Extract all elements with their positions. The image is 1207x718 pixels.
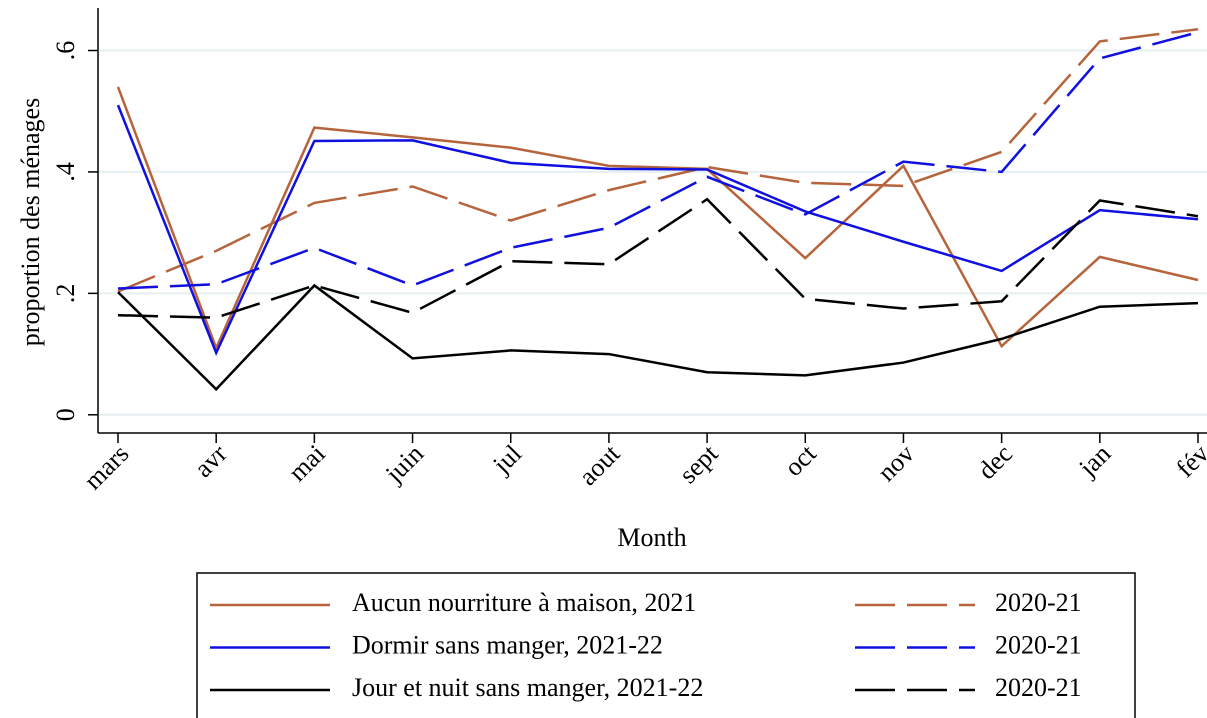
legend-label: 2020-21 [995,673,1082,702]
y-axis-title: proportion des ménages [16,98,45,346]
x-tick-label: mars [78,439,134,495]
series-line [117,283,1199,392]
legend-label: Dormir sans manger, 2021-22 [352,630,663,659]
legend-label: 2020-21 [995,588,1082,617]
series-line [116,86,1199,352]
series-line [117,28,1199,293]
x-tick-label: nov [872,439,920,487]
legend-label: Jour et nuit sans manger, 2021-22 [352,673,703,702]
series-line [116,104,1199,357]
x-tick-label: jul [487,439,528,480]
x-tick-label: avr [189,439,233,483]
x-tick-label: dec [972,439,1018,485]
x-tick-label: oct [779,438,823,482]
legend-box [196,572,1136,718]
x-tick-label: juin [379,439,429,489]
legend-label: 2020-21 [995,630,1082,659]
series-line [117,31,1199,290]
y-tick-label: .4 [51,162,80,182]
x-tick-label: fév [1170,439,1207,483]
series-line [117,197,1199,319]
legend-label: Aucun nourriture à maison, 2021 [352,588,696,617]
y-tick-label: .2 [51,284,80,304]
y-tick-label: .6 [51,41,80,61]
x-tick-label: mai [283,439,331,487]
x-tick-label: sept [673,438,724,489]
x-tick-label: jan [1073,439,1117,483]
x-tick-label: aout [573,438,626,491]
y-tick-label: 0 [51,408,80,421]
x-axis-title: Month [617,523,686,552]
